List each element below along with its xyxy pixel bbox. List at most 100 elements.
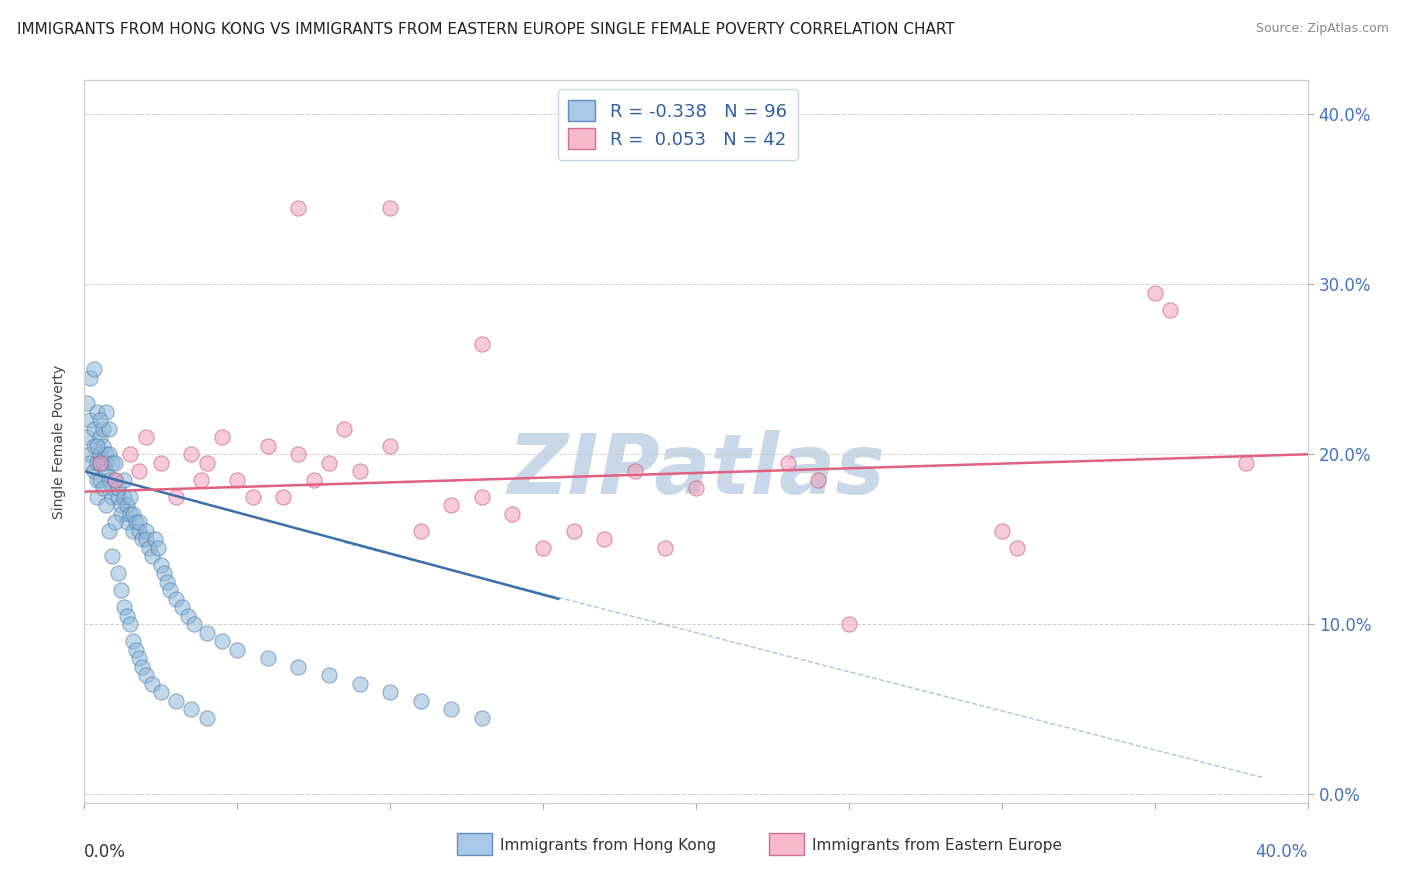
Point (257, 439, 280, 453)
Point (115, 608, 138, 623)
Point (180, 702, 202, 716)
Point (120, 617, 142, 632)
Point (86, 439, 108, 453)
Point (89, 456, 111, 470)
Point (122, 524, 145, 538)
Point (120, 490, 142, 504)
Point (807, 473, 830, 487)
Point (1159, 302, 1181, 317)
Point (110, 507, 132, 521)
Point (76, 396, 98, 410)
Text: ZIPatlas: ZIPatlas (508, 430, 884, 511)
Point (83, 422, 105, 436)
Point (502, 507, 524, 521)
Point (165, 591, 187, 606)
Point (1143, 285, 1166, 300)
Point (195, 711, 218, 725)
Point (380, 685, 402, 699)
Point (149, 558, 172, 572)
Point (135, 430, 157, 444)
Point (349, 677, 371, 691)
Point (141, 549, 163, 564)
Point (112, 473, 135, 487)
Point (97, 473, 120, 487)
Point (135, 524, 157, 538)
Point (120, 447, 142, 461)
Point (287, 447, 309, 461)
Point (107, 481, 129, 495)
Point (97, 447, 120, 461)
Text: IMMIGRANTS FROM HONG KONG VS IMMIGRANTS FROM EASTERN EUROPE SINGLE FEMALE POVERT: IMMIGRANTS FROM HONG KONG VS IMMIGRANTS … (17, 22, 955, 37)
Point (624, 464, 647, 478)
Point (195, 625, 218, 640)
Point (211, 430, 233, 444)
Point (141, 677, 163, 691)
Point (471, 711, 494, 725)
Point (83, 439, 105, 453)
Point (440, 498, 463, 512)
Point (79, 371, 101, 385)
Point (101, 490, 124, 504)
Point (128, 651, 150, 665)
Point (177, 608, 200, 623)
Point (104, 516, 127, 530)
Point (94, 447, 117, 461)
Point (122, 634, 145, 648)
Point (128, 516, 150, 530)
Point (531, 541, 554, 555)
Point (156, 574, 179, 589)
Point (125, 516, 148, 530)
Point (146, 541, 169, 555)
Point (89, 413, 111, 427)
Point (79, 456, 101, 470)
Point (190, 473, 212, 487)
Point (471, 336, 494, 351)
Text: 40.0%: 40.0% (1256, 843, 1308, 861)
Point (79, 413, 101, 427)
Point (165, 490, 187, 504)
Point (97, 524, 120, 538)
Point (318, 456, 340, 470)
Point (104, 473, 127, 487)
Point (86, 456, 108, 470)
Point (79, 447, 101, 461)
Point (409, 694, 432, 708)
Point (149, 456, 172, 470)
FancyBboxPatch shape (769, 833, 804, 855)
Legend: R = -0.338   N = 96, R =  0.053   N = 42: R = -0.338 N = 96, R = 0.053 N = 42 (558, 89, 797, 160)
Point (107, 566, 129, 581)
Point (94, 464, 117, 478)
Point (91, 439, 114, 453)
Point (838, 617, 860, 632)
Point (349, 464, 371, 478)
Point (380, 439, 402, 453)
Point (776, 456, 799, 470)
Point (128, 524, 150, 538)
Point (89, 473, 111, 487)
Point (257, 651, 280, 665)
Point (562, 524, 585, 538)
Point (271, 490, 294, 504)
Point (302, 473, 325, 487)
Point (115, 498, 138, 512)
Point (195, 456, 218, 470)
Point (149, 685, 172, 699)
Point (122, 507, 145, 521)
Text: Immigrants from Eastern Europe: Immigrants from Eastern Europe (813, 838, 1062, 853)
Point (172, 600, 194, 615)
Point (112, 490, 135, 504)
Point (76, 430, 98, 444)
Point (131, 660, 153, 674)
Point (183, 617, 205, 632)
Point (180, 447, 202, 461)
Point (125, 642, 148, 657)
Point (593, 533, 616, 547)
Point (101, 549, 124, 564)
Point (101, 481, 124, 495)
Point (86, 490, 108, 504)
Text: 0.0%: 0.0% (84, 843, 127, 861)
Point (110, 498, 132, 512)
Point (685, 481, 707, 495)
Point (135, 533, 157, 547)
Point (120, 507, 142, 521)
